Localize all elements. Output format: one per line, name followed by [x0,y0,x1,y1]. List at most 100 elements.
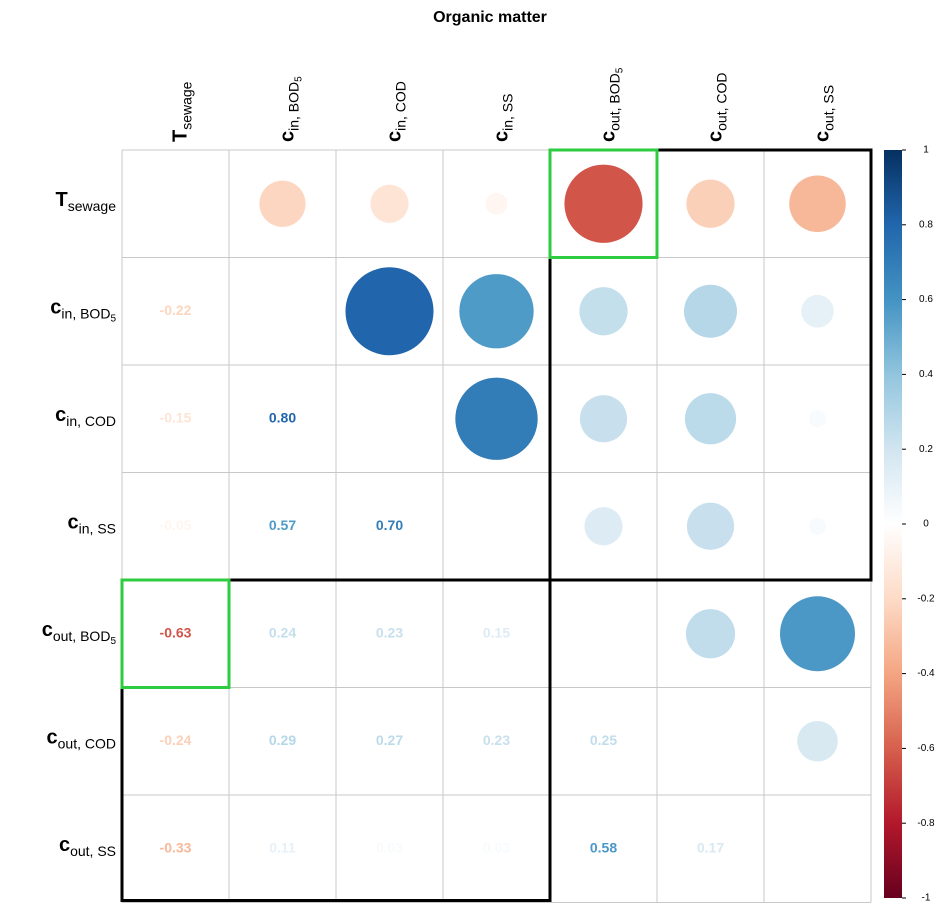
chart-title: Organic matter [433,9,547,26]
label-base: c [277,131,299,142]
value-label: -0.05 [160,517,192,533]
column-label: cin, BOD5 [277,76,304,142]
value-label: 0.58 [590,839,617,855]
colorbar [884,150,902,898]
label-base: c [384,131,406,142]
label-sub: sewage [68,197,116,213]
row-label: cin, SS [68,512,116,536]
column-label: cout, SS [812,85,836,142]
column-label: Tsewage [170,81,194,142]
value-label: 0.27 [376,732,403,748]
label-sub: in, BOD [61,305,110,321]
value-label: -0.15 [160,409,192,425]
label-base: T [56,189,68,211]
label-subsub: 5 [614,67,625,73]
label-sub: out, SS [70,842,116,858]
value-label: 0.29 [269,732,296,748]
value-label: 0.03 [376,839,403,855]
label-subsub: 5 [110,635,116,646]
label-sub: in, SS [499,94,515,131]
label-sub: out, COD [58,735,116,751]
row-label: cin, COD [55,404,116,428]
column-label: cin, COD [384,81,408,142]
label-base: c [50,297,61,319]
value-label: 0.11 [269,839,296,855]
label-base: c [47,727,58,749]
colorbar-tick-label: 1 [923,145,929,156]
corr-circle [459,274,534,349]
column-label: cin, SS [491,94,515,142]
corr-circle [564,164,643,243]
corr-circle [789,175,846,233]
colorbar-tick-label: 0.4 [919,369,933,380]
value-label: 0.17 [697,839,724,855]
value-label: 0.57 [269,517,296,533]
label-sub: out, COD [713,73,729,131]
corr-circle [808,517,827,535]
label-base: c [59,834,70,856]
corr-circle [455,377,538,460]
value-label: 0.24 [269,624,296,640]
corr-circle [345,267,434,356]
colorbar-tick-label: -1 [922,893,931,904]
corr-circle [686,502,735,550]
label-base: c [598,131,620,142]
colorbar-tick-label: 0.6 [919,294,933,305]
corr-circle [579,395,628,443]
label-subsub: 5 [293,76,304,82]
corr-circle [683,284,738,338]
label-base: c [705,131,727,142]
label-sub: sewage [178,81,194,129]
label-base: c [68,512,79,534]
colorbar-tick-label: 0 [923,519,929,530]
label-sub: out, BOD [53,627,111,643]
corr-circle [684,393,737,445]
value-label: -0.24 [160,732,192,748]
value-label: 0.23 [483,732,510,748]
label-base: c [42,619,53,641]
label-base: c [491,131,513,142]
value-label: 0.80 [269,409,296,425]
corr-circle [686,179,735,228]
label-sub: in, COD [392,81,408,131]
colorbar-tick-label: -0.2 [917,593,935,604]
row-label: cout, COD [47,727,116,751]
colorbar-tick-label: -0.8 [917,818,935,829]
label-sub: out, SS [820,85,836,131]
highlight-box [548,148,659,259]
value-label: -0.63 [160,624,192,640]
label-sub: in, COD [66,412,116,428]
value-label: 0.70 [376,517,403,533]
colorbar-tick-label: -0.4 [917,668,935,679]
row-label: Tsewage [56,189,117,213]
label-base: c [55,404,66,426]
value-label: 0.15 [483,624,510,640]
value-label: -0.33 [160,839,192,855]
corr-circle [259,180,306,227]
label-base: c [812,131,834,142]
row-label: cin, BOD5 [50,297,116,324]
value-label: 0.03 [483,839,510,855]
column-label: cout, BOD5 [598,67,625,142]
colorbar-tick-label: -0.6 [917,743,935,754]
label-sub: in, SS [79,520,116,536]
label-subsub: 5 [110,313,116,324]
colorbar-tick-label: 0.8 [919,219,933,230]
label-sub: out, BOD [606,73,622,131]
column-label: cout, COD [705,73,729,142]
value-label: 0.25 [590,732,617,748]
block-outline [548,148,873,582]
corr-circle [801,294,834,328]
label-base: T [170,130,192,142]
corr-circle [808,410,827,428]
corr-circle [685,609,736,659]
corr-circle [370,184,409,223]
colorbar-tick-label: 0.2 [919,444,933,455]
label-sub: in, BOD [285,82,301,131]
corr-circle [584,507,623,546]
corr-circle [780,596,855,672]
value-label: -0.22 [160,302,192,318]
row-label: cout, BOD5 [42,619,117,646]
highlight-box [120,578,231,689]
